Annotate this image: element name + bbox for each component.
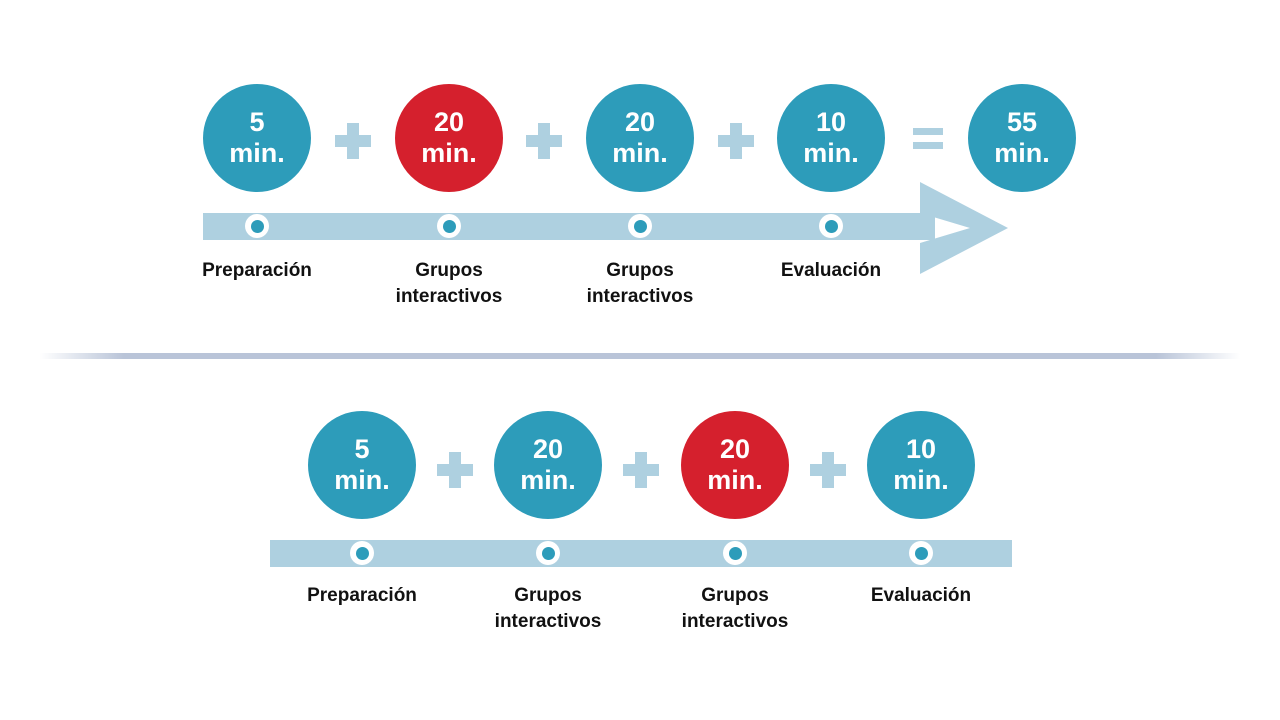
step-circle: 10 min.: [867, 411, 975, 519]
timeline-dot: [350, 541, 374, 565]
step-label: Evaluación: [780, 260, 882, 281]
step-label: Evaluación: [870, 585, 972, 606]
plus-icon: [526, 123, 562, 159]
step-duration-unit: min.: [229, 138, 285, 168]
step-duration-value: 20: [624, 107, 656, 137]
step-duration-value: 5: [249, 107, 265, 137]
section-divider: [40, 353, 1240, 359]
plus-icon: [810, 452, 846, 488]
step-duration-value: 5: [354, 434, 370, 464]
plus-icon: [437, 452, 473, 488]
arrow-icon: [920, 182, 1008, 274]
plus-icon: [335, 123, 371, 159]
step-label: Grupos interactivos: [586, 260, 694, 307]
step-label: Grupos interactivos: [395, 260, 503, 307]
step-duration-value: 10: [905, 434, 937, 464]
step-circle: 10 min.: [777, 84, 885, 192]
equals-icon: [913, 128, 943, 149]
step-circle: 20 min.: [681, 411, 789, 519]
step-label: Grupos interactivos: [681, 585, 789, 632]
total-circle: 55 min.: [968, 84, 1076, 192]
plus-icon: [623, 452, 659, 488]
timeline-bar: [203, 213, 935, 240]
step-duration-unit: min.: [520, 465, 576, 495]
step-duration-unit: min.: [334, 465, 390, 495]
step-circle: 20 min.: [586, 84, 694, 192]
timeline-dot: [536, 541, 560, 565]
step-label: Preparación: [202, 260, 312, 281]
step-duration-unit: min.: [421, 138, 477, 168]
total-duration-value: 55: [1006, 107, 1038, 137]
step-circle: 20 min.: [494, 411, 602, 519]
step-duration-unit: min.: [803, 138, 859, 168]
timeline-dot: [909, 541, 933, 565]
timeline-dot: [723, 541, 747, 565]
timeline-dot: [245, 214, 269, 238]
timeline-dot: [628, 214, 652, 238]
plus-icon: [718, 123, 754, 159]
step-duration-value: 20: [532, 434, 564, 464]
step-duration-value: 20: [433, 107, 465, 137]
step-circle: 20 min.: [395, 84, 503, 192]
step-circle: 5 min.: [203, 84, 311, 192]
step-label: Grupos interactivos: [494, 585, 602, 632]
step-duration-unit: min.: [612, 138, 668, 168]
step-duration-value: 20: [719, 434, 751, 464]
step-circle: 5 min.: [308, 411, 416, 519]
step-duration-unit: min.: [707, 465, 763, 495]
timeline-bar: [270, 540, 1012, 567]
total-duration-unit: min.: [994, 138, 1050, 168]
step-duration-unit: min.: [893, 465, 949, 495]
step-duration-value: 10: [815, 107, 847, 137]
timeline-dot: [437, 214, 461, 238]
step-label: Preparación: [307, 585, 417, 606]
timeline-dot: [819, 214, 843, 238]
